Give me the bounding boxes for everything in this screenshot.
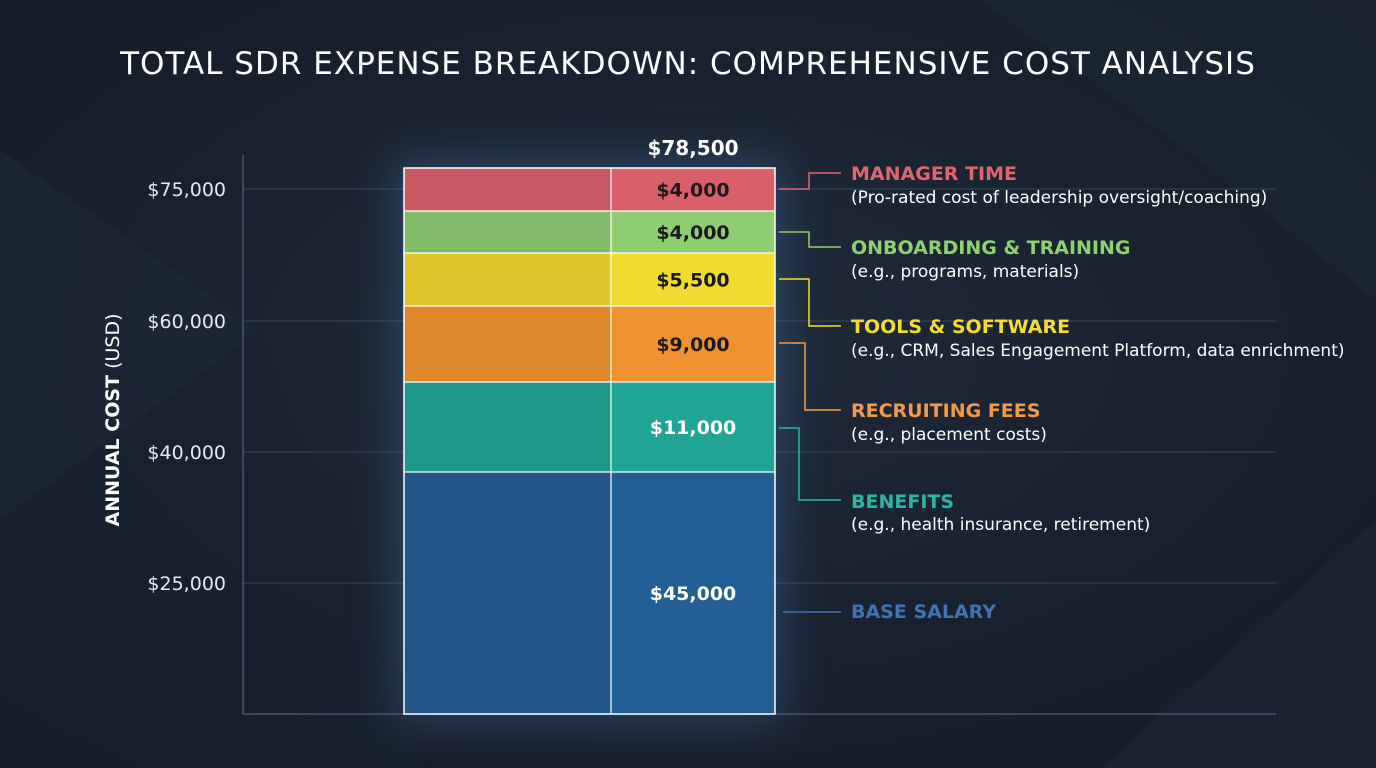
bar-segment-left	[404, 382, 611, 472]
y-tick-label: $25,000	[147, 573, 226, 595]
bar-outline	[403, 167, 776, 715]
chart-title: TOTAL SDR EXPENSE BREAKDOWN: COMPREHENSI…	[120, 46, 1256, 82]
bar-segment-benefits: $11,000	[404, 382, 775, 472]
legend-item-recruiting-fees: RECRUITING FEES (e.g., placement costs)	[779, 342, 1047, 445]
y-axis-label-main: ANNUAL COST	[102, 375, 124, 527]
bar-segment-right	[611, 306, 775, 382]
legend-name: RECRUITING FEES	[851, 400, 1040, 422]
bar-segment-right	[611, 382, 775, 472]
legend-connector	[779, 231, 841, 248]
bar-segment-left	[404, 168, 611, 211]
legend-name: BENEFITS	[851, 491, 954, 513]
y-tick-label: $40,000	[147, 442, 226, 464]
legend-name: BASE SALARY	[851, 601, 996, 623]
legend-connector	[779, 427, 841, 501]
y-axis-label-unit: (USD)	[102, 314, 124, 375]
legend-item-benefits: BENEFITS(e.g., health insurance, retirem…	[779, 427, 1150, 535]
legend-connector	[779, 172, 841, 190]
bar-segment-shade	[404, 253, 611, 306]
legend-name: ONBOARDING & TRAINING	[851, 237, 1130, 259]
bar-segment-right	[611, 211, 775, 253]
legend-description: (e.g., programs, materials)	[851, 262, 1079, 282]
legend-item-tools-and-software: TOOLS & SOFTWARE (e.g., CRM, Sales Engage…	[779, 278, 1345, 361]
data-label: $4,000	[656, 222, 729, 244]
legend-name: MANAGER TIME	[851, 163, 1017, 185]
legend-description: (e.g., health insurance, retirement)	[851, 515, 1150, 535]
bar-segment-right	[611, 253, 775, 306]
legend-description: (Pro-rated cost of leadership oversight/…	[851, 188, 1267, 208]
bar-segment-left	[404, 253, 611, 306]
y-tick-label: $60,000	[147, 311, 226, 333]
data-label: $4,000	[656, 180, 729, 202]
bar-segment-left	[404, 306, 611, 382]
legend-item-manager-time: MANAGER TIME (Pro-rated cost of leadershi…	[779, 163, 1267, 208]
legend-description: (e.g., placement costs)	[851, 425, 1047, 445]
bar-segment-manager-time: $4,000	[404, 168, 775, 211]
bar-segment-shade	[404, 472, 611, 714]
bar-segment-shade	[404, 306, 611, 382]
legend-description: (e.g., CRM, Sales Engagement Platform, d…	[851, 341, 1345, 361]
bar-segment-tools-and-software: $5,500	[404, 253, 775, 306]
data-label: $5,500	[656, 270, 729, 292]
legend-name: TOOLS & SOFTWARE	[851, 316, 1070, 338]
y-tick-label: $75,000	[147, 179, 226, 201]
bar-segment-right	[611, 472, 775, 714]
bar-segment-shade	[404, 382, 611, 472]
bar-segment-shade	[404, 211, 611, 253]
legend-item-onboarding-and-training: ONBOARDING & TRAINING (e.g., programs, ma…	[779, 231, 1130, 282]
bar-segment-recruiting-fees: $9,000	[404, 306, 775, 382]
legend-connector	[779, 342, 841, 411]
bar-segment-left	[404, 472, 611, 714]
bar-segment-right	[611, 168, 775, 211]
total-label: $78,500	[647, 136, 738, 160]
bar-segment-base-salary: $45,000	[404, 472, 775, 714]
data-label: $11,000	[650, 417, 737, 439]
bar-segment-shade	[404, 168, 611, 211]
y-axis-label: ANNUAL COST (USD)	[102, 314, 124, 527]
legend-connector	[779, 278, 841, 327]
bar-segment-onboarding-and-training: $4,000	[404, 211, 775, 253]
bar-segment-left	[404, 211, 611, 253]
data-label: $45,000	[650, 583, 737, 605]
data-label: $9,000	[656, 334, 729, 356]
legend-item-base-salary: BASE SALARY	[783, 601, 996, 623]
